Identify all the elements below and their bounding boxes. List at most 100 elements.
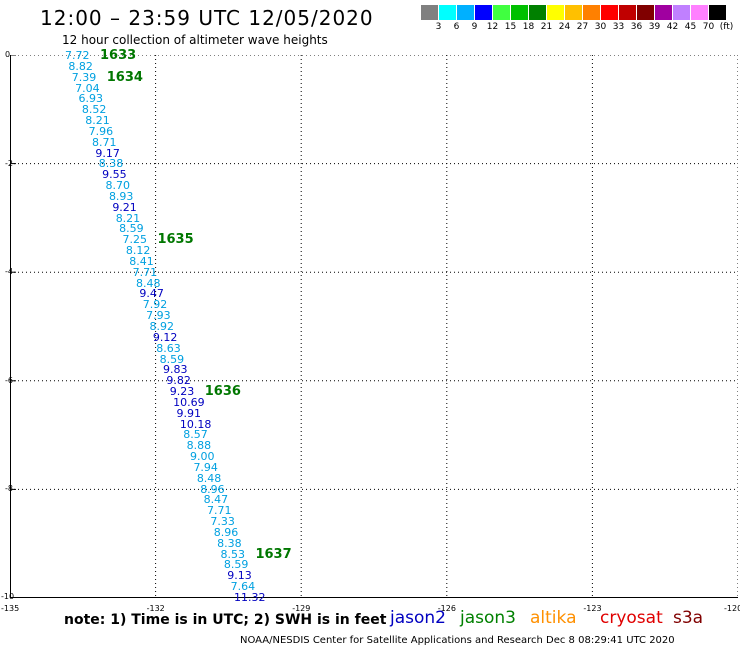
pass-time-label: 1635 xyxy=(157,232,194,248)
wave-height-value: 7.92 xyxy=(142,298,168,312)
wave-height-value: 8.38 xyxy=(98,157,124,171)
wave-height-value: 8.52 xyxy=(81,103,107,117)
satellite-legend-item: jason2 xyxy=(390,608,446,628)
longitude-label: -129 xyxy=(292,604,311,613)
longitude-label: -135 xyxy=(1,604,20,613)
wave-height-value: 8.88 xyxy=(186,439,212,453)
color-swatch xyxy=(439,5,456,20)
color-swatch xyxy=(529,5,546,20)
color-swatch xyxy=(673,5,690,20)
wave-height-value: 8.47 xyxy=(203,493,229,507)
wave-height-value: 8.59 xyxy=(223,558,249,572)
wave-height-value: 9.83 xyxy=(163,363,188,377)
latitude-label: 0 xyxy=(5,50,11,59)
map-frame xyxy=(10,55,738,598)
wave-height-value: 9.47 xyxy=(139,287,164,301)
longitude-label: -132 xyxy=(146,604,165,613)
color-scale-label: 3 xyxy=(435,22,442,32)
map-title: 12:00 – 23:59 UTC 12/05/2020 xyxy=(40,6,374,30)
pass-time-label: 1633 xyxy=(100,48,137,63)
color-scale-label: 70 xyxy=(702,22,715,32)
wave-height-value: 9.82 xyxy=(166,374,191,388)
color-swatch xyxy=(655,5,672,20)
satellite-legend-item: cryosat xyxy=(600,608,663,628)
wave-height-value: 9.12 xyxy=(152,330,178,344)
color-swatch xyxy=(421,5,438,20)
wave-height-value: 10.18 xyxy=(179,417,212,431)
longitude-label: -123 xyxy=(583,604,602,613)
color-swatch xyxy=(511,5,528,20)
pass-time-label: 1634 xyxy=(106,69,143,85)
wave-height-value: 7.71 xyxy=(206,504,232,518)
wave-height-value: 9.21 xyxy=(112,200,137,214)
color-scale-label: 12 xyxy=(486,22,499,32)
wave-height-value: 8.48 xyxy=(135,276,161,290)
wave-height-value: 8.82 xyxy=(68,59,93,73)
satellite-legend-item: altika xyxy=(530,608,577,628)
wave-height-value: 8.70 xyxy=(105,179,131,193)
wave-height-value: 8.59 xyxy=(119,222,144,236)
wave-height-value: 8.59 xyxy=(159,352,185,366)
color-swatch xyxy=(547,5,564,20)
longitude-label: -126 xyxy=(437,604,456,613)
wave-height-value: 8.71 xyxy=(92,135,117,149)
color-scale-label: (ft) xyxy=(719,22,734,32)
color-scale-label: 30 xyxy=(594,22,607,32)
longitude-label: -120 xyxy=(724,604,740,613)
credit-footer: NOAA/NESDIS Center for Satellite Applica… xyxy=(240,635,675,646)
map-plot-area xyxy=(10,55,738,598)
color-swatch xyxy=(619,5,636,20)
color-scale-label: 6 xyxy=(453,22,460,32)
units-note: note: 1) Time is in UTC; 2) SWH is in fe… xyxy=(64,612,387,628)
color-scale-label: 42 xyxy=(666,22,679,32)
color-swatch xyxy=(601,5,618,20)
wave-height-value: 8.41 xyxy=(129,254,154,268)
latitude-label: -2 xyxy=(5,158,13,168)
wave-height-value: 8.12 xyxy=(125,244,151,258)
satellite-legend-item: s3a xyxy=(673,608,704,628)
wave-height-value: 9.55 xyxy=(102,168,127,182)
color-scale-label: 33 xyxy=(612,22,625,32)
color-scale-label: 9 xyxy=(471,22,478,32)
color-swatch xyxy=(475,5,492,20)
wave-height-value: 7.25 xyxy=(122,233,147,247)
latitude-label: -6 xyxy=(5,375,13,385)
color-swatch xyxy=(583,5,600,20)
wave-height-value: 7.64 xyxy=(230,580,256,594)
wave-height-value: 8.48 xyxy=(196,471,222,485)
wave-height-value: 7.94 xyxy=(193,460,218,474)
color-swatch xyxy=(709,5,726,20)
wave-height-value: 6.93 xyxy=(78,92,104,106)
wave-height-value: 9.91 xyxy=(176,406,202,420)
map-subtitle: 12 hour collection of altimeter wave hei… xyxy=(62,33,328,47)
color-scale-label: 27 xyxy=(576,22,589,32)
wave-height-value: 7.33 xyxy=(210,515,235,529)
color-swatch xyxy=(493,5,510,20)
wave-height-value: 7.04 xyxy=(75,81,100,95)
wave-height-value: 8.21 xyxy=(115,211,141,225)
color-scale-label: 21 xyxy=(540,22,553,32)
wave-height-value: 11.32 xyxy=(234,591,266,604)
wave-height-value: 8.57 xyxy=(183,428,208,442)
color-swatch xyxy=(457,5,474,20)
wave-height-value: 7.72 xyxy=(65,49,90,62)
satellite-legend-item: jason3 xyxy=(460,608,516,628)
wave-height-value: 7.96 xyxy=(88,124,114,138)
wave-height-value: 9.00 xyxy=(190,450,215,464)
color-scale-label: 36 xyxy=(630,22,643,32)
latitude-label: -8 xyxy=(5,484,13,494)
pass-time-label: 1636 xyxy=(204,384,241,400)
color-scale-label: 45 xyxy=(684,22,697,32)
pass-time-label: 1637 xyxy=(255,546,292,562)
wave-height-value: 9.13 xyxy=(227,569,252,583)
wave-height-value: 7.39 xyxy=(71,70,97,84)
latitude-label: -10 xyxy=(1,592,15,601)
color-scale-label: 39 xyxy=(648,22,661,32)
wave-height-value: 8.63 xyxy=(156,341,181,355)
wave-height-value: 8.93 xyxy=(108,189,134,203)
wave-height-value: 10.69 xyxy=(173,395,205,409)
wave-height-value: 9.23 xyxy=(169,385,195,399)
color-scale-legend: 3 6 9 12 15 18 21 24 27 30 33 36 39 42 45 70 (ft) xyxy=(421,5,733,35)
wave-height-value: 8.38 xyxy=(217,536,242,550)
latitude-label: -4 xyxy=(5,267,13,277)
